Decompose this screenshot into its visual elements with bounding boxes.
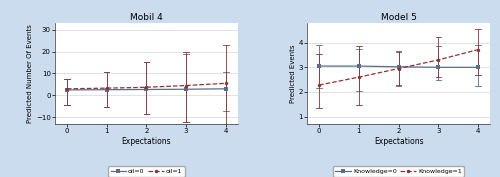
X-axis label: Expectations: Expectations bbox=[374, 137, 424, 146]
Legend: oil=0, oil=1: oil=0, oil=1 bbox=[108, 166, 185, 177]
Legend: Knowledge=0, Knowledge=1: Knowledge=0, Knowledge=1 bbox=[333, 166, 464, 177]
Title: Model 5: Model 5 bbox=[380, 13, 416, 22]
Title: Mobil 4: Mobil 4 bbox=[130, 13, 163, 22]
Y-axis label: Predicted Events: Predicted Events bbox=[290, 44, 296, 103]
X-axis label: Expectations: Expectations bbox=[122, 137, 171, 146]
Y-axis label: Predicted Number Of Events: Predicted Number Of Events bbox=[27, 24, 33, 123]
